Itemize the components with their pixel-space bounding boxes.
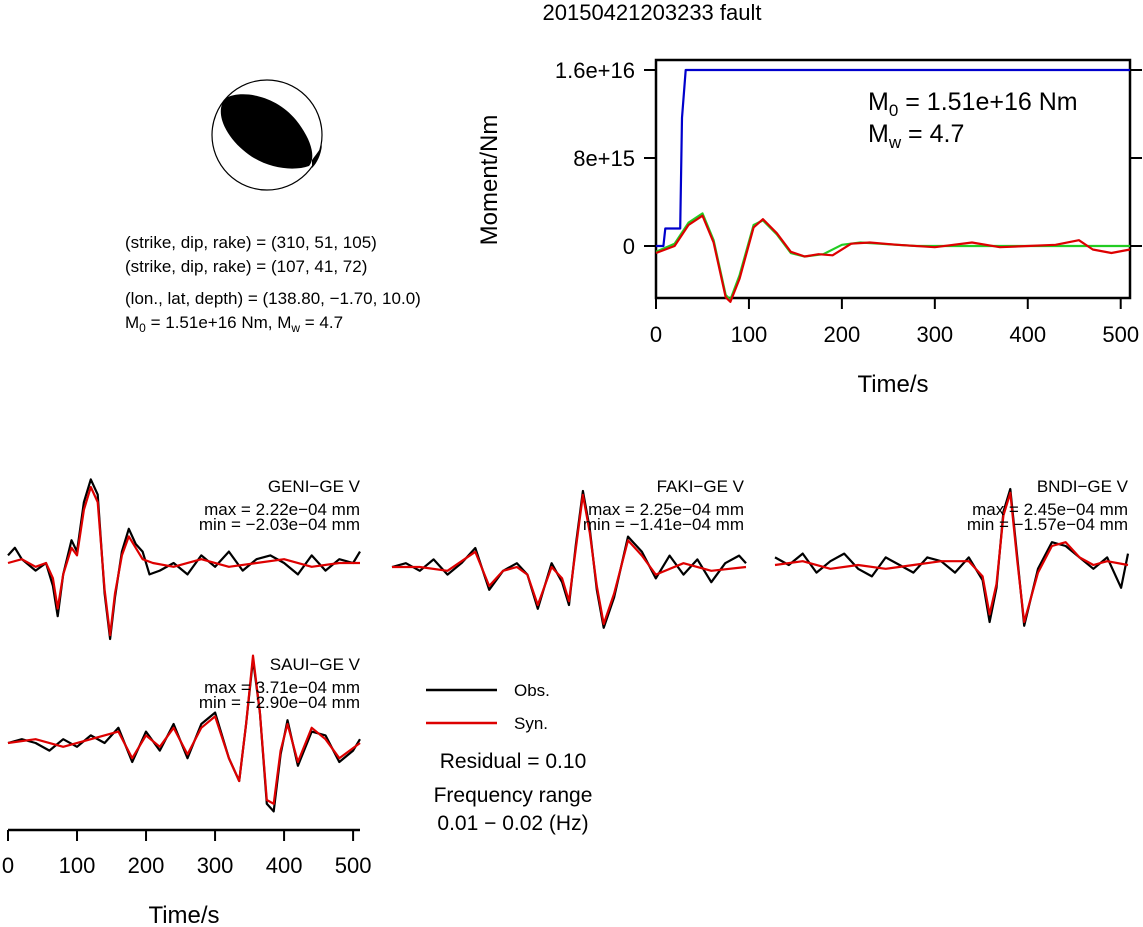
station-min: min = −1.57e−04 mm (967, 515, 1128, 534)
waveform-time-axis: 0 100 200 300 400 500 Time/s (2, 828, 372, 927)
moment-x-tick-label: 200 (824, 322, 861, 347)
waveform-x-tick-label: 400 (266, 853, 303, 878)
beachball (211, 79, 323, 191)
beachball-small-quadrant (312, 145, 322, 168)
moment-series (655, 68, 1131, 303)
moment-x-tick-label: 0 (650, 322, 662, 347)
waveform-x-tick-label: 200 (128, 853, 165, 878)
waveform-x-tick-label: 0 (2, 853, 14, 878)
figure-title: 20150421203233 fault (543, 0, 762, 25)
station-max: max = 2.22e−04 mm (204, 500, 360, 519)
moment-y-axis-label: Moment/Nm (476, 115, 503, 246)
beachball-compressional-quadrant (220, 94, 313, 169)
source-location: (lon., lat, depth) = (138.80, −1.70, 10.… (125, 289, 421, 308)
waveform-panel-bndi (774, 487, 1130, 627)
residual-text: Residual = 0.10 (440, 750, 587, 773)
moment-x-tick-label: 400 (1009, 322, 1046, 347)
moment-x-tick-label: 300 (916, 322, 953, 347)
moment-x-tick-label: 100 (731, 322, 768, 347)
moment-y-tick-label: 1.6e+16 (555, 58, 635, 83)
mw-annotation: Mw = 4.7 (868, 120, 964, 152)
station-min: min = −1.41e−04 mm (583, 515, 744, 534)
moment-y-tick-label: 8e+15 (573, 146, 635, 171)
moment-synthetic-line (655, 212, 1130, 301)
moment-observed-line (655, 214, 1131, 303)
station-min: min = −2.03e−04 mm (199, 515, 360, 534)
waveform-x-tick-label: 100 (59, 853, 96, 878)
legend: Obs. Syn. (426, 681, 550, 733)
synthetic-waveform (774, 491, 1129, 624)
station-labels: GENI−GE V max = 2.22e−04 mm min = −2.03e… (199, 477, 1129, 712)
moment-rate-panel: 0 8e+15 1.6e+16 0 100 200 300 400 500 M0 = 1.… (476, 58, 1142, 398)
frequency-range-value: 0.01 − 0.02 (Hz) (437, 812, 588, 835)
waveform-x-tick-label: 500 (335, 853, 372, 878)
moment-x-tick-label: 500 (1102, 322, 1139, 347)
waveform-x-tick-label: 300 (197, 853, 234, 878)
station-name: FAKI−GE V (657, 477, 745, 496)
moment-x-axis-label: Time/s (857, 371, 928, 398)
legend-obs-label: Obs. (514, 681, 550, 700)
m0-annotation: M0 = 1.51e+16 Nm (868, 88, 1078, 120)
moment-y-tick-label: 0 (623, 234, 635, 259)
waveform-panel-faki (391, 489, 747, 629)
station-name: GENI−GE V (268, 477, 361, 496)
station-name: SAUI−GE V (270, 655, 361, 674)
nodal-plane-2: (strike, dip, rake) = (107, 41, 72) (125, 257, 367, 276)
synthetic-waveform (392, 493, 747, 626)
moment-y-ticks: 0 8e+15 1.6e+16 (555, 58, 635, 259)
legend-syn-label: Syn. (514, 714, 548, 733)
station-name: BNDI−GE V (1037, 477, 1129, 496)
waveform-x-ticks: 0 100 200 300 400 500 (2, 830, 372, 878)
synthetic-waveform (7, 654, 361, 805)
observed-waveform (7, 658, 361, 813)
waveform-panel-saui (7, 654, 361, 813)
station-max: max = 2.45e−04 mm (972, 500, 1128, 519)
waveform-panels (7, 478, 1130, 813)
moment-plot-frame (654, 58, 1132, 300)
nodal-plane-1: (strike, dip, rake) = (310, 51, 105) (125, 233, 377, 252)
frequency-range-label: Frequency range (434, 784, 593, 807)
station-min: min = −2.90e−04 mm (199, 693, 360, 712)
moment-x-ticks: 0 100 200 300 400 500 (650, 298, 1139, 347)
moment-summary: M0 = 1.51e+16 Nm, Mw = 4.7 (125, 313, 343, 335)
waveform-x-axis-label: Time/s (148, 902, 219, 927)
station-max: max = 3.71e−04 mm (204, 678, 360, 697)
station-max: max = 2.25e−04 mm (588, 500, 744, 519)
moment-function-line (656, 68, 1130, 248)
synthetic-waveform (7, 485, 360, 637)
waveform-panel-geni (7, 478, 361, 641)
observed-waveform (7, 478, 361, 641)
